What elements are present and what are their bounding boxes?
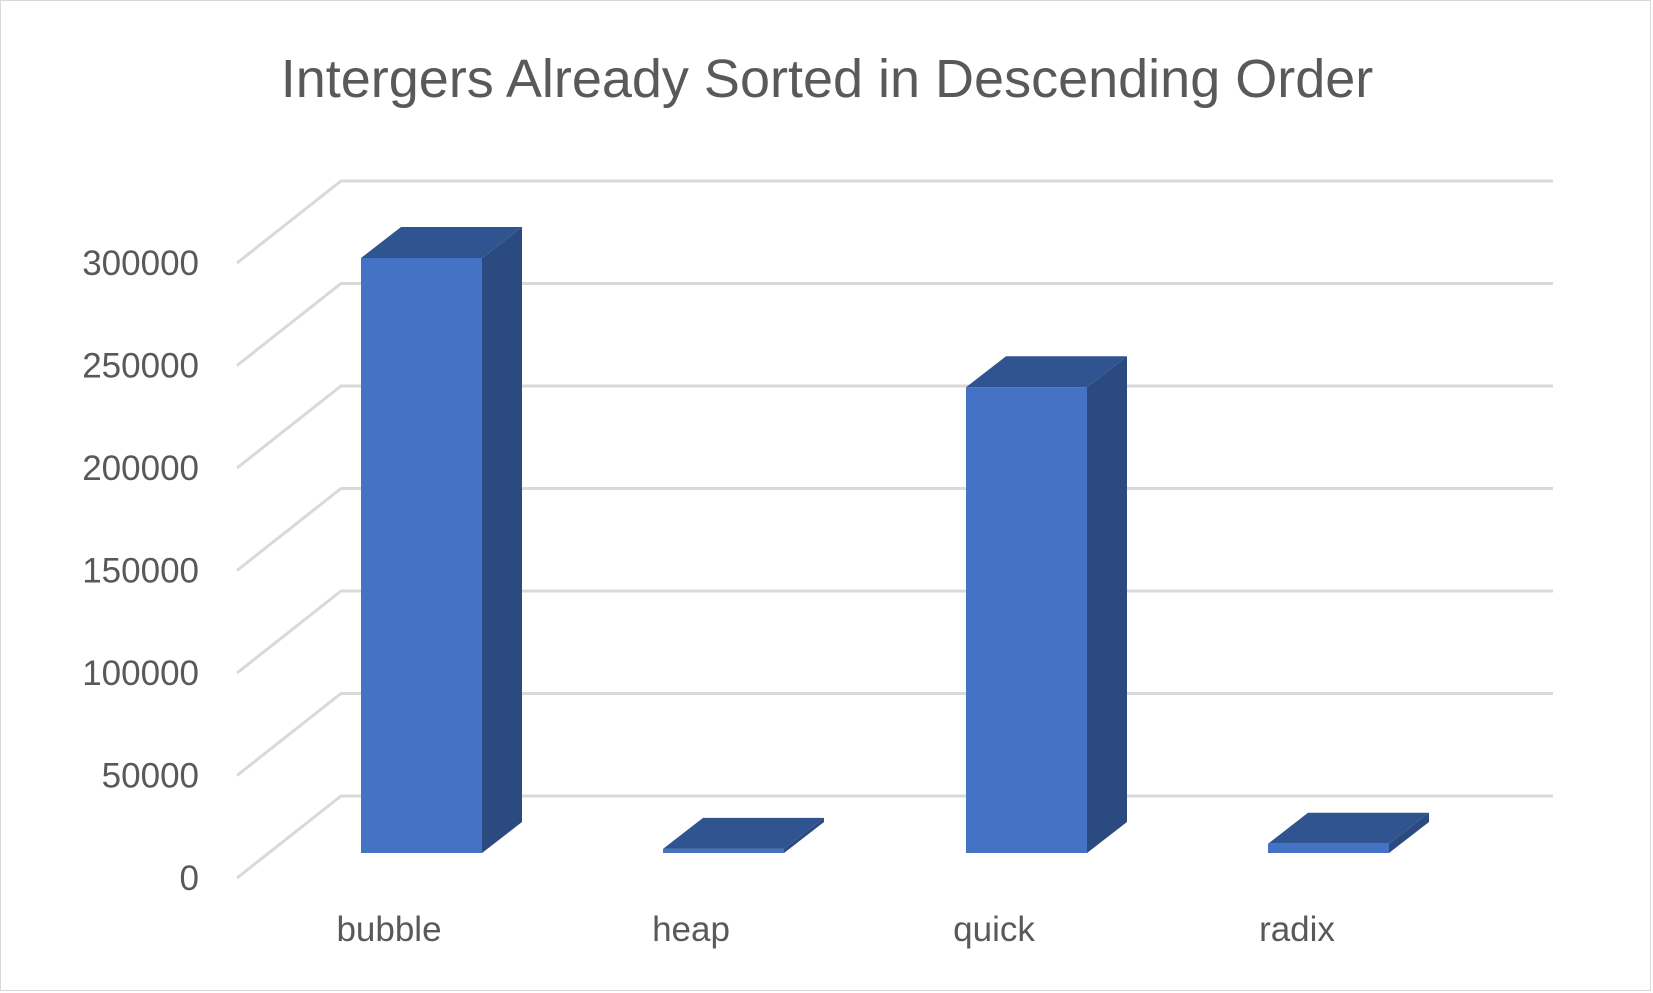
chart-title: Intergers Already Sorted in Descending O… (281, 49, 1374, 109)
x-category-label: bubble (336, 910, 441, 949)
bar-side (1087, 356, 1127, 853)
bar-radix (1268, 812, 1429, 853)
bar-quick (966, 356, 1127, 853)
gridline (236, 282, 1553, 367)
bar-front (1268, 843, 1389, 853)
gridline (236, 384, 1553, 470)
y-tick-label: 50000 (102, 757, 199, 796)
gridline (236, 692, 1553, 777)
y-tick-label: 150000 (82, 552, 199, 591)
x-category-label: radix (1259, 910, 1335, 949)
y-tick-label: 200000 (82, 449, 199, 488)
bar-top (361, 227, 522, 258)
bar-top (663, 817, 824, 849)
bar-top (1268, 812, 1429, 844)
gridline (236, 589, 1553, 675)
bar-side (784, 817, 824, 853)
bar-bubble (361, 227, 522, 853)
bar-front (966, 387, 1087, 853)
bar-layer (361, 227, 1429, 853)
y-axis-tick-labels: 0 50000 100000 150000 200000 250000 300000 (82, 244, 199, 898)
bar-heap (663, 817, 824, 853)
bar-front (361, 258, 482, 853)
bar-top (966, 356, 1127, 388)
grid-layer (236, 179, 1553, 880)
bar-front (663, 848, 784, 853)
bar-side (482, 227, 522, 853)
x-axis-category-labels: bubble heap quick radix (336, 910, 1335, 949)
gridline (236, 179, 1553, 265)
gridline (236, 794, 1553, 880)
x-category-label: quick (953, 910, 1035, 949)
y-tick-label: 100000 (82, 654, 199, 693)
x-category-label: heap (652, 910, 730, 949)
y-tick-label: 250000 (82, 347, 199, 386)
y-tick-label: 300000 (82, 244, 199, 283)
bar-side (1389, 812, 1429, 853)
gridline (236, 487, 1553, 572)
y-tick-label: 0 (180, 859, 199, 898)
